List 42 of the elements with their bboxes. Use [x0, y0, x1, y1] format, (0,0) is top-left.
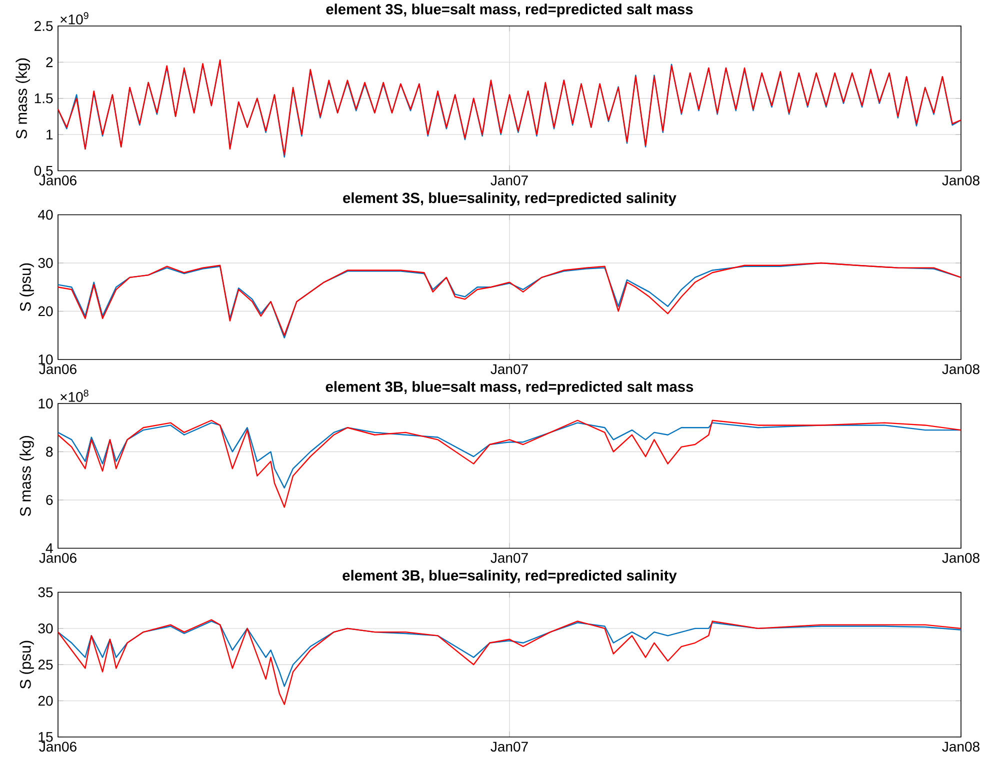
y-axis-title: S mass (kg): [16, 58, 30, 139]
x-tick-label: Jan07: [490, 552, 528, 563]
y-tick-label: 8: [46, 446, 53, 457]
x-tick-label: Jan06: [39, 364, 76, 374]
y-tick-label: 10: [38, 398, 53, 408]
y-tick-label: 6: [46, 495, 53, 505]
y-tick-label: 30: [38, 258, 53, 268]
y-axis-title: S mass (kg): [20, 436, 34, 516]
chart-title: element 3B, blue=salt mass, red=predicted salt mass: [326, 381, 694, 395]
y-tick-label: 1: [46, 130, 53, 140]
y-tick-label: 35: [38, 587, 53, 598]
x-tick-label: Jan08: [942, 552, 980, 563]
x-tick-label: Jan07: [490, 742, 528, 752]
y-tick-label: 20: [38, 696, 53, 706]
x-tick-label: Jan06: [39, 552, 76, 563]
y-axis-title: S (psu): [20, 263, 34, 312]
y-tick-label: 1.5: [34, 93, 53, 104]
x-tick-label: Jan08: [942, 175, 980, 186]
x-tick-label: Jan06: [39, 742, 76, 752]
y-tick-label: 20: [38, 306, 53, 316]
x-tick-label: Jan06: [39, 175, 76, 186]
y-tick-label: 2: [46, 57, 53, 68]
chart-title: element 3S, blue=salinity, red=predicted salinity: [343, 192, 676, 206]
chart-title: element 3S, blue=salt mass, red=predicted salt mass: [326, 4, 693, 18]
y-tick-label: 10: [38, 354, 53, 364]
y-tick-label: 25: [38, 660, 53, 670]
text: ×10$^{8}$: [60, 390, 88, 402]
y-tick-label: 2.5: [34, 21, 53, 31]
text: ×10$^{9}$: [60, 12, 88, 24]
line-series: [57, 420, 962, 508]
x-tick-label: Jan08: [942, 364, 980, 374]
line-series: [57, 620, 962, 687]
y-tick-label: 4: [46, 543, 53, 554]
x-tick-label: Jan08: [942, 742, 980, 752]
x-tick-label: Jan07: [490, 364, 528, 374]
chart-title: element 3B, blue=salinity, red=predicted salinity: [342, 570, 677, 584]
y-axis-title: S (psu): [20, 640, 34, 689]
y-tick-label: 15: [38, 732, 53, 742]
x-tick-label: Jan07: [490, 175, 528, 186]
y-tick-label: 30: [38, 623, 53, 634]
y-tick-label: 0.5: [34, 166, 53, 176]
y-tick-label: 40: [38, 210, 53, 220]
